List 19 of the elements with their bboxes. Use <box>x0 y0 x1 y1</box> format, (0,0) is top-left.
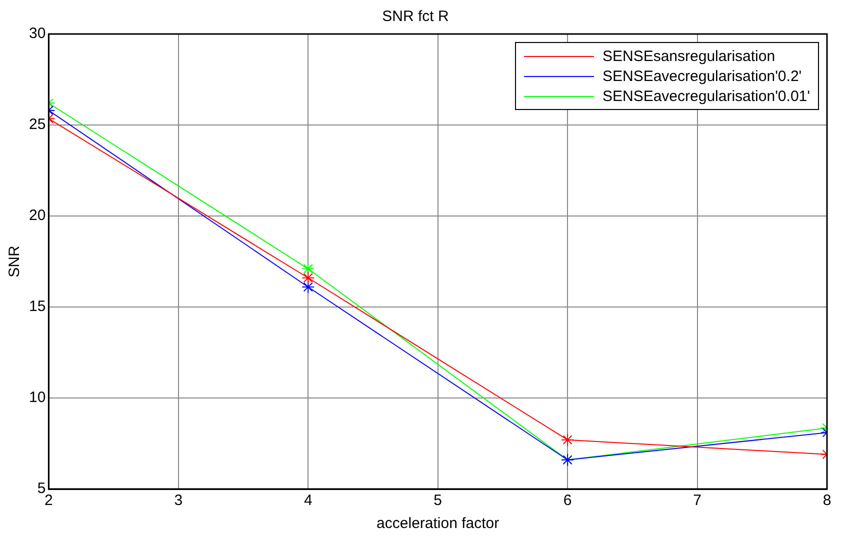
y-tick-label: 10 <box>28 389 46 406</box>
x-tick-label: 7 <box>693 492 702 510</box>
x-tick-label: 2 <box>44 492 53 510</box>
y-tick-label: 5 <box>37 480 46 498</box>
y-tick-label: 30 <box>28 25 46 42</box>
legend-label: SENSEsansregularisation <box>602 48 776 64</box>
x-tick-label: 3 <box>174 492 183 510</box>
x-tick-label: 4 <box>304 492 312 510</box>
x-tick-label: 8 <box>822 492 832 510</box>
y-tick-label: 20 <box>28 207 46 224</box>
x-tick-label: 5 <box>434 492 442 510</box>
legend-label: SENSEavecregularisation'0.01' <box>602 88 810 104</box>
x-axis-title: acceleration factor <box>376 515 500 532</box>
chart-title: SNR fct R <box>382 8 449 26</box>
x-tick-label: 6 <box>563 492 572 510</box>
y-tick-label: 15 <box>28 298 46 316</box>
y-axis-title: SNR <box>6 246 24 278</box>
legend-label: SENSEavecregularisation'0.2' <box>602 68 802 84</box>
y-tick-label: 25 <box>28 116 46 134</box>
